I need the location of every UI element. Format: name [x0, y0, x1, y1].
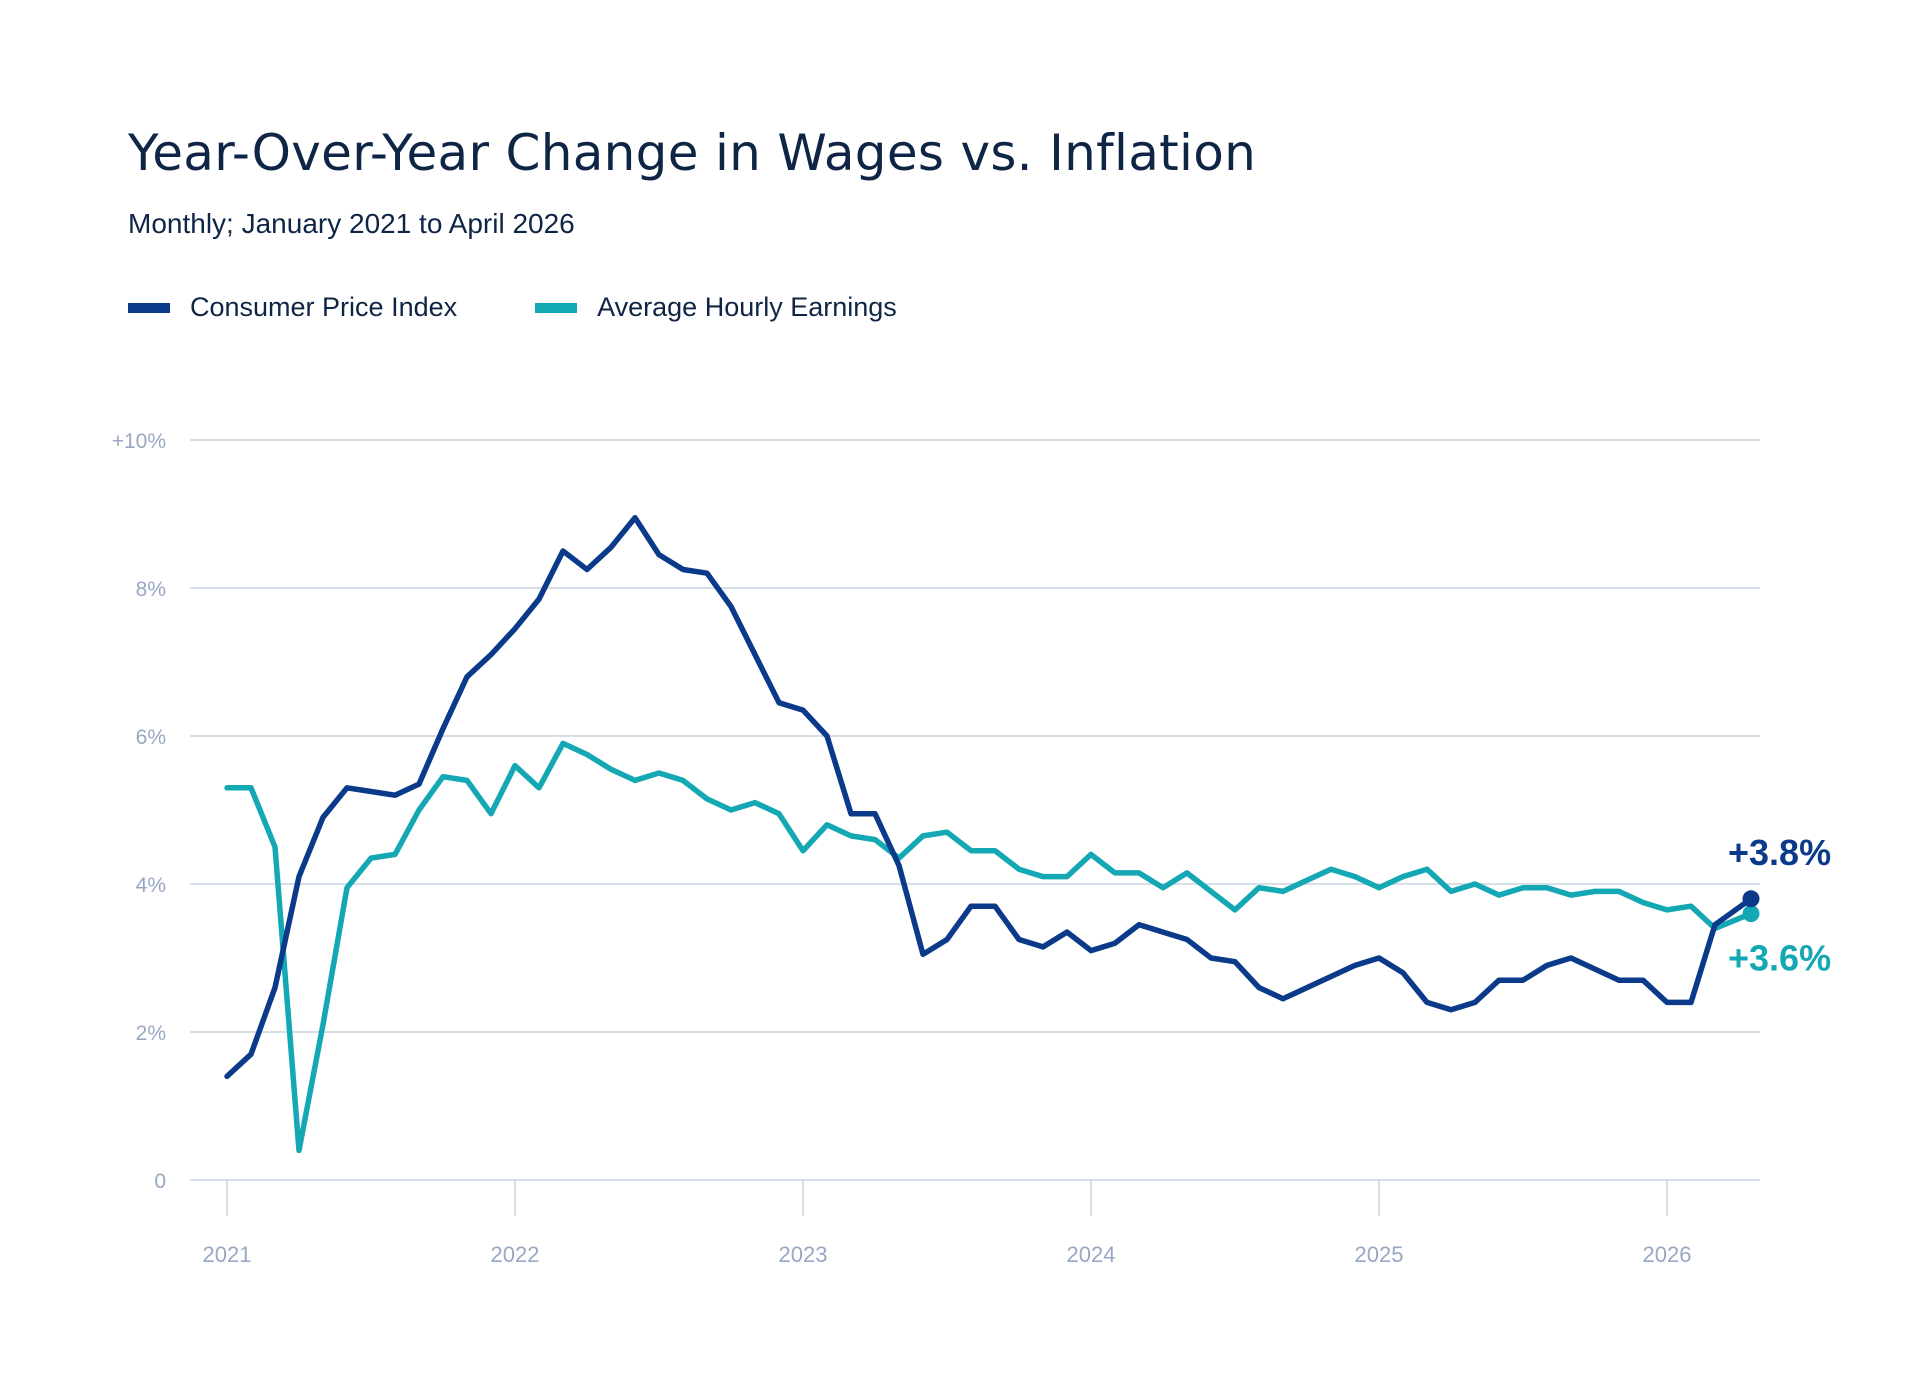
y-tick-label: +10% — [112, 430, 166, 453]
chart-title: Year-Over-Year Change in Wages vs. Infla… — [128, 124, 1257, 182]
x-tick-label: 2022 — [491, 1242, 540, 1267]
x-tick-label: 2024 — [1067, 1242, 1116, 1267]
end-point-cpi — [1742, 890, 1760, 908]
y-tick-label: 2% — [136, 1022, 166, 1045]
legend-label-ahe: Average Hourly Earnings — [597, 292, 897, 322]
x-tick-label: 2023 — [779, 1242, 828, 1267]
y-tick-label: 6% — [136, 726, 166, 749]
y-tick-label: 0 — [154, 1170, 166, 1193]
legend-swatch-cpi — [128, 302, 170, 313]
legend-item-cpi: Consumer Price Index — [128, 292, 457, 323]
end-label-ahe: +3.6% — [1728, 938, 1831, 979]
y-tick-label: 8% — [136, 578, 166, 601]
series-line-cpi — [224, 514, 1754, 1080]
series-line-ahe — [224, 740, 1754, 1154]
y-tick-label: 4% — [136, 874, 166, 897]
legend-swatch-ahe — [535, 302, 578, 313]
x-tick-label: 2026 — [1643, 1242, 1692, 1267]
chart-subtitle: Monthly; January 2021 to April 2026 — [128, 208, 575, 239]
end-label-cpi: +3.8% — [1728, 832, 1831, 873]
x-tick-label: 2021 — [203, 1242, 252, 1267]
end-point-ahe — [1742, 905, 1760, 923]
x-tick-label: 2025 — [1355, 1242, 1404, 1267]
legend-item-ahe: Average Hourly Earnings — [535, 292, 897, 323]
legend-label-cpi: Consumer Price Index — [190, 292, 458, 322]
legend: Consumer Price Index Average Hourly Earn… — [128, 292, 897, 323]
